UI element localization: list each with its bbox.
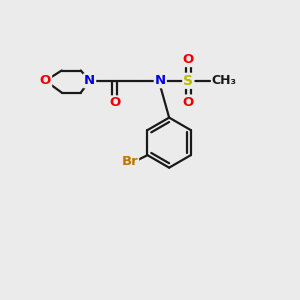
Text: N: N — [84, 74, 95, 87]
Text: O: O — [109, 96, 120, 110]
Text: N: N — [155, 74, 166, 87]
Text: S: S — [183, 74, 193, 88]
Text: CH₃: CH₃ — [212, 74, 237, 87]
Text: O: O — [183, 53, 194, 66]
Text: O: O — [40, 74, 51, 87]
Text: Br: Br — [122, 154, 138, 167]
Text: O: O — [183, 95, 194, 109]
